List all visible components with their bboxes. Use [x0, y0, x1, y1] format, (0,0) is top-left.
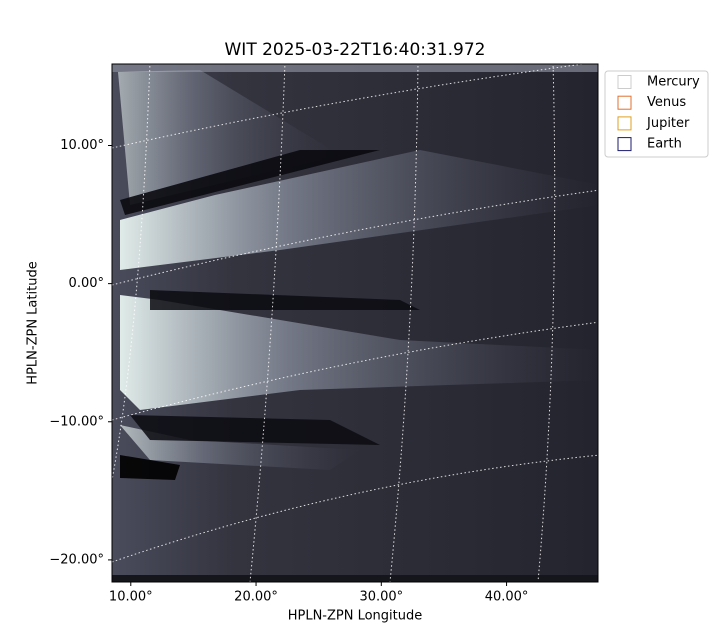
x-axis-label: HPLN-ZPN Longitude [288, 609, 423, 624]
legend-label: Venus [647, 95, 686, 110]
y-tick-label: −20.00° [49, 552, 104, 567]
x-tick-label: 10.00° [109, 590, 153, 605]
legend-label: Jupiter [646, 116, 690, 131]
x-tick-label: 30.00° [359, 590, 403, 605]
y-tick-label: −10.00° [49, 414, 104, 429]
legend-marker [617, 75, 632, 89]
image [112, 64, 598, 582]
legend-marker [617, 137, 632, 152]
plot-frame [111, 63, 599, 583]
y-tick-label: 10.00° [60, 138, 104, 153]
legend-marker [617, 116, 632, 131]
legend-marker [617, 95, 632, 110]
chart-title: WIT 2025-03-22T16:40:31.972 [225, 40, 486, 60]
x-tick-label: 20.00° [234, 590, 278, 605]
legend [604, 70, 709, 158]
y-tick-label: 0.00° [69, 276, 104, 291]
legend-label: Earth [647, 137, 682, 152]
legend-label: Mercury [647, 75, 700, 90]
x-tick-label: 40.00° [485, 590, 529, 605]
y-axis-label: HPLN-ZPN Latitude [26, 261, 41, 384]
